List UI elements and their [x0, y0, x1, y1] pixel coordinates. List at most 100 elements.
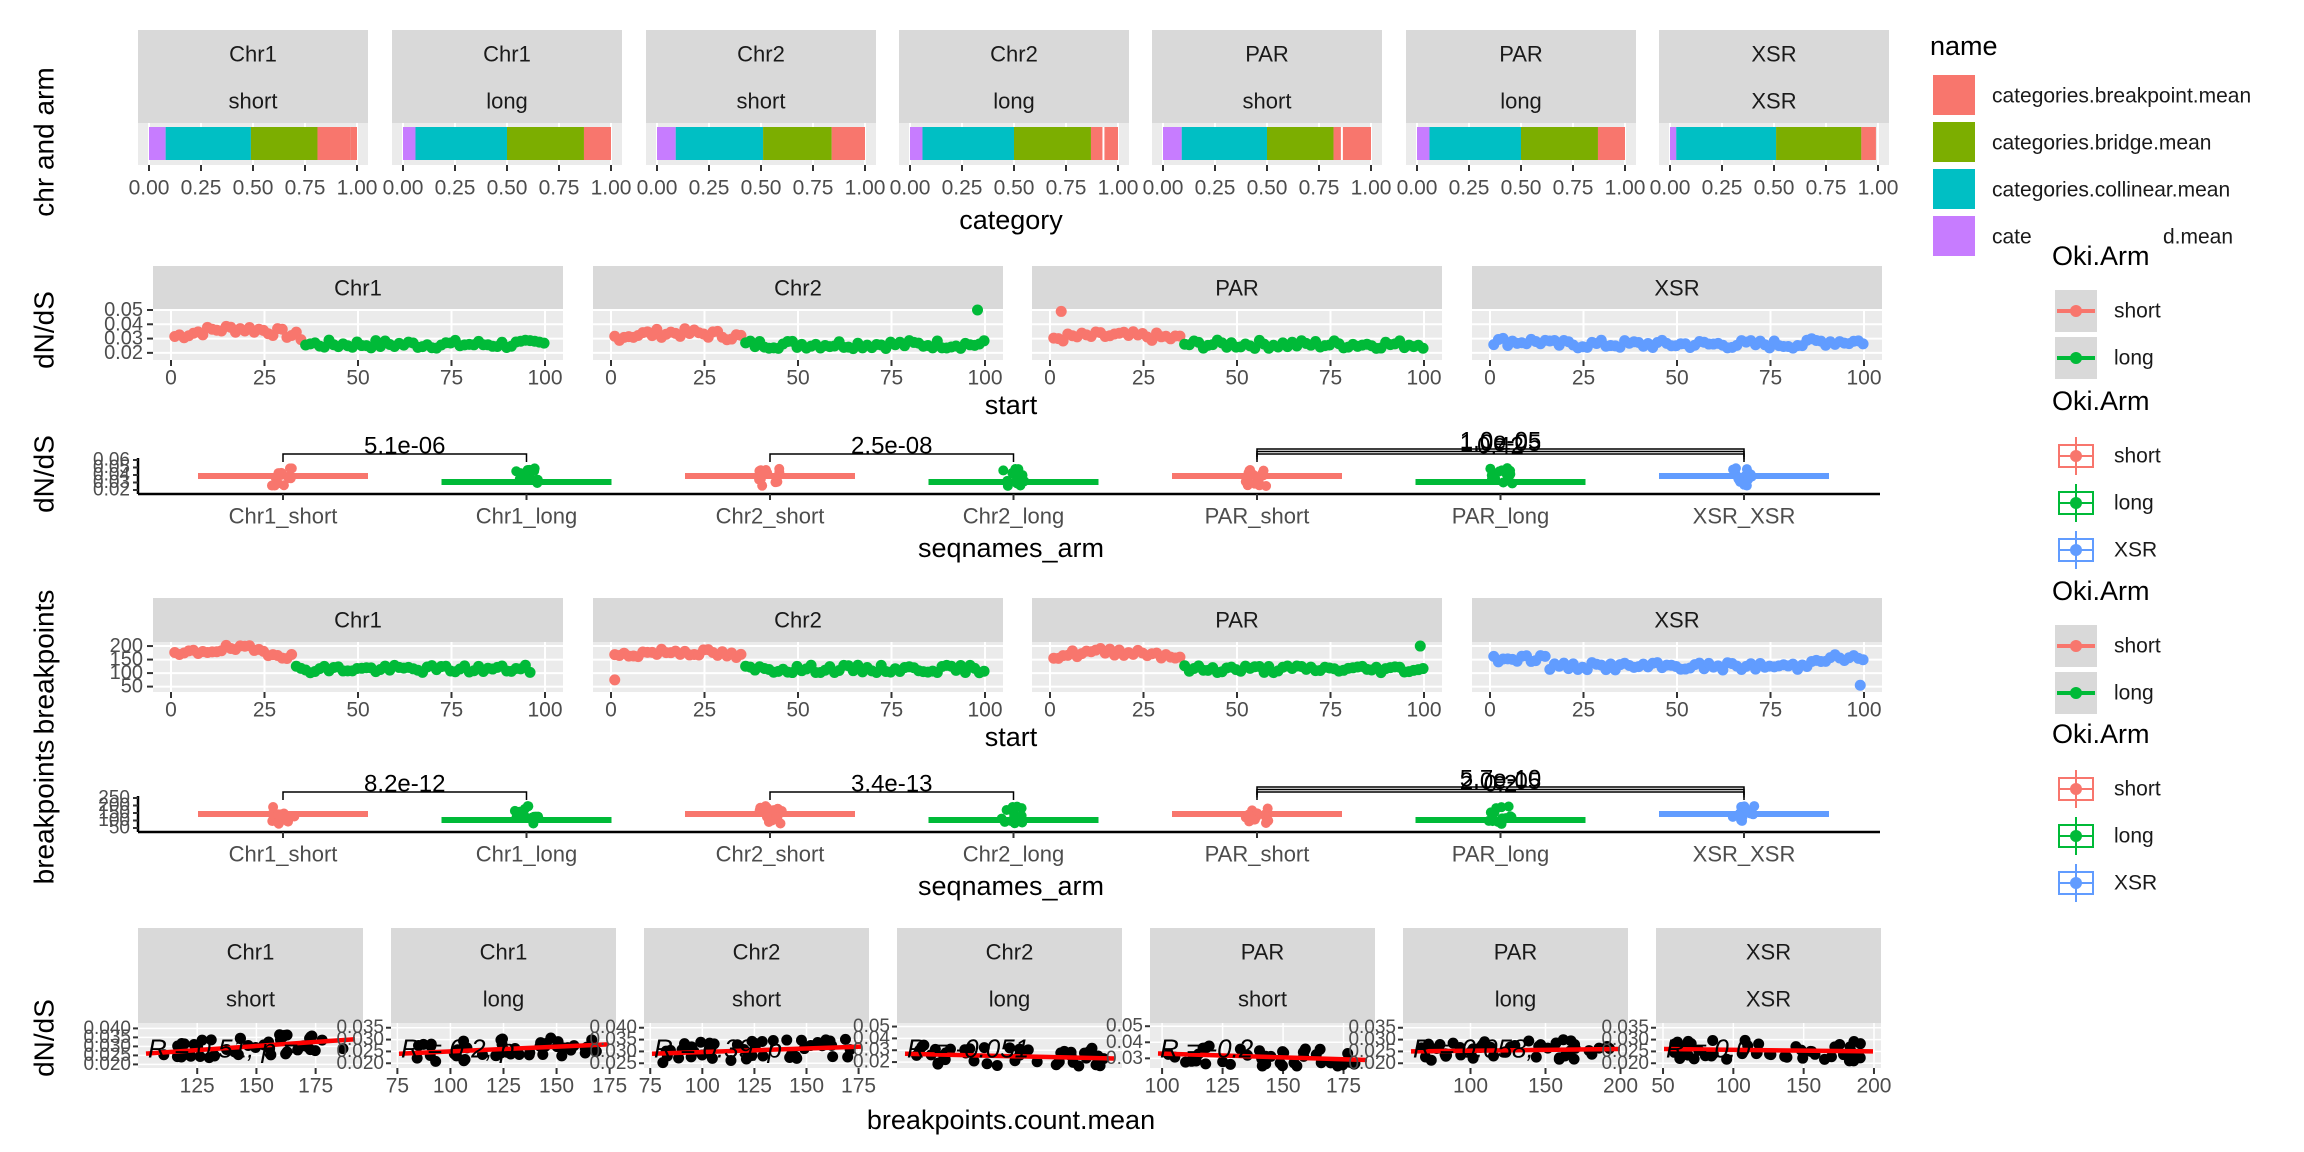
- data-point: [1291, 1060, 1303, 1072]
- facet-strip: [1659, 78, 1889, 123]
- legend-swatch: [1933, 169, 1975, 209]
- facet-strip: [1152, 78, 1382, 123]
- data-point: [1253, 1045, 1265, 1057]
- significance-bracket: [1256, 791, 1745, 800]
- data-point: [1249, 342, 1261, 354]
- y-tick-label: 0.025: [1601, 1041, 1649, 1062]
- x-tick-label: 125: [180, 1075, 215, 1098]
- bar-segment: [910, 127, 923, 160]
- facet-strip-label: short: [226, 987, 275, 1012]
- significance-label: 3.4e-13: [851, 771, 932, 798]
- x-tick-label: 0.25: [1702, 177, 1743, 200]
- data-point: [1332, 1060, 1344, 1072]
- jitter-point: [528, 811, 539, 822]
- facet-strip-label: Chr1: [229, 42, 277, 67]
- facet-strip-label: XSR: [1746, 940, 1791, 965]
- x-axis-title: start: [985, 722, 1038, 752]
- facet-strip: [392, 78, 622, 123]
- legend-label: XSR: [2114, 539, 2157, 562]
- bar-segment: [149, 127, 166, 160]
- correlation-label: R = 0.39, p: [654, 1034, 782, 1064]
- data-point: [1314, 1043, 1326, 1055]
- regression-line: [904, 1051, 1115, 1061]
- x-tick-label: 0.00: [1397, 177, 1438, 200]
- data-point: [1423, 1038, 1435, 1050]
- data-point: [1707, 1035, 1719, 1047]
- facet-strip: [593, 266, 1003, 310]
- y-tick-label: 0.025: [336, 1041, 384, 1062]
- legend-title: Oki.Arm: [2052, 386, 2150, 416]
- data-point: [1190, 1055, 1202, 1067]
- facet-strip-label: long: [993, 89, 1035, 114]
- bar-segment: [583, 127, 611, 160]
- x-tick-label: 75: [880, 367, 903, 390]
- y-tick-label: 0.03: [104, 328, 143, 350]
- x-tick-label: 100: [527, 367, 562, 390]
- x-tick-label: 200: [1856, 1075, 1891, 1098]
- x-tick-label: 1.00: [1605, 177, 1646, 200]
- x-tick-label: 150: [1266, 1075, 1301, 1098]
- jitter-point: [757, 480, 768, 491]
- jitter-point: [1505, 811, 1516, 822]
- bar-segment: [922, 127, 1014, 160]
- y-tick-label: 200: [110, 635, 143, 657]
- data-point: [411, 1052, 423, 1064]
- y-axis-title: breakpoints: [29, 590, 60, 735]
- jitter-point: [770, 477, 781, 488]
- x-tick-label: 100: [1716, 1075, 1751, 1098]
- data-point: [731, 1039, 743, 1051]
- jitter-point: [775, 818, 786, 829]
- data-point: [1055, 305, 1067, 317]
- regression-line: [1663, 1046, 1874, 1054]
- bar-segment: [1163, 127, 1182, 160]
- data-point: [1414, 640, 1426, 652]
- data-point: [458, 1035, 470, 1047]
- jitter-point: [998, 465, 1009, 476]
- x-tick-label: 50: [1225, 699, 1248, 722]
- x-tick-label: XSR_XSR: [1693, 842, 1796, 867]
- data-point: [1857, 654, 1869, 666]
- facet-strip: [138, 30, 368, 78]
- legend-key-point: [2070, 783, 2082, 795]
- facet-strip: [1152, 30, 1382, 78]
- data-point: [590, 1045, 602, 1057]
- bar-segment: [1676, 127, 1777, 160]
- x-tick-label: 1.00: [1351, 177, 1392, 200]
- data-point: [196, 1034, 208, 1046]
- data-point: [194, 1050, 206, 1062]
- facet-strip: [153, 266, 563, 310]
- bar-segment: [1105, 127, 1118, 160]
- x-tick-label: 0.00: [1650, 177, 1691, 200]
- bar-segment: [1014, 127, 1091, 160]
- data-point: [1200, 1058, 1212, 1070]
- legend-swatch: [1933, 122, 1975, 162]
- jitter-point: [1503, 801, 1514, 812]
- x-tick-label: 0.75: [539, 177, 580, 200]
- x-tick-label: 175: [841, 1075, 876, 1098]
- x-tick-label: 75: [1319, 367, 1342, 390]
- x-tick-label: 0.00: [890, 177, 931, 200]
- data-point: [651, 323, 663, 335]
- x-tick-label: 0.50: [1754, 177, 1795, 200]
- facet-strip-label: Chr1: [334, 608, 382, 633]
- y-tick-label: 0.03: [93, 472, 130, 493]
- x-tick-label: 100: [433, 1075, 468, 1098]
- jitter-point: [266, 480, 277, 491]
- x-tick-label: 75: [1319, 699, 1342, 722]
- x-tick-label: 75: [880, 699, 903, 722]
- bar-segment: [1670, 127, 1677, 160]
- x-tick-label: 0: [1484, 699, 1496, 722]
- data-point: [673, 1052, 685, 1064]
- y-tick-label: 0.035: [336, 1017, 384, 1038]
- facet-strip-label: Chr1: [227, 940, 275, 965]
- data-point: [1299, 1043, 1311, 1055]
- significance-label: 0.2: [1484, 771, 1517, 798]
- legend-label: short: [2114, 300, 2161, 323]
- bar-segment: [507, 127, 584, 160]
- x-tick-label: 175: [592, 1075, 627, 1098]
- data-point: [1819, 1053, 1831, 1065]
- x-tick-label: 100: [1406, 367, 1441, 390]
- bar-segment: [1429, 127, 1521, 160]
- facet-strip-label: XSR: [1746, 987, 1791, 1012]
- jitter-point: [285, 473, 296, 484]
